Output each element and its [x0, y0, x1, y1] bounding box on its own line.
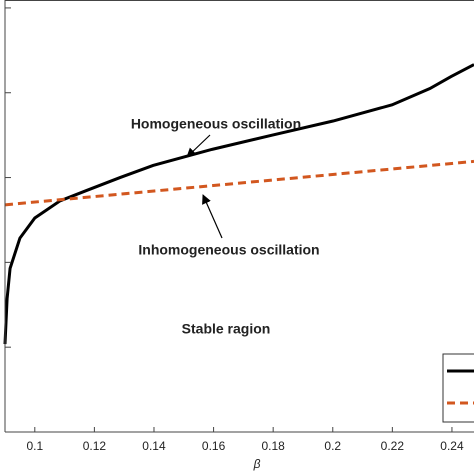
series-line: [4, 159, 474, 207]
arrow: [202, 194, 223, 239]
x-tick-label: 0.24: [440, 439, 464, 453]
legend: [442, 353, 474, 423]
annotation: Inhomogeneous oscillation: [138, 242, 319, 258]
x-axis-label: β: [253, 457, 261, 471]
arrow: [186, 134, 211, 158]
x-tick-label: 0.2: [324, 439, 341, 453]
x-tick-label: 0.18: [261, 439, 285, 453]
plot-area: [3, 63, 474, 345]
annotation: Homogeneous oscillation: [131, 116, 301, 132]
x-tick-label: 0.14: [142, 439, 166, 453]
x-tick-label: 0.16: [202, 439, 226, 453]
x-tick-label: 0.12: [83, 439, 107, 453]
legend-box: [442, 353, 474, 423]
x-tick-label: 0.22: [381, 439, 405, 453]
series-line: [3, 63, 474, 345]
x-tick-label: 0.1: [26, 439, 43, 453]
annotation: Stable ragion: [182, 321, 271, 337]
